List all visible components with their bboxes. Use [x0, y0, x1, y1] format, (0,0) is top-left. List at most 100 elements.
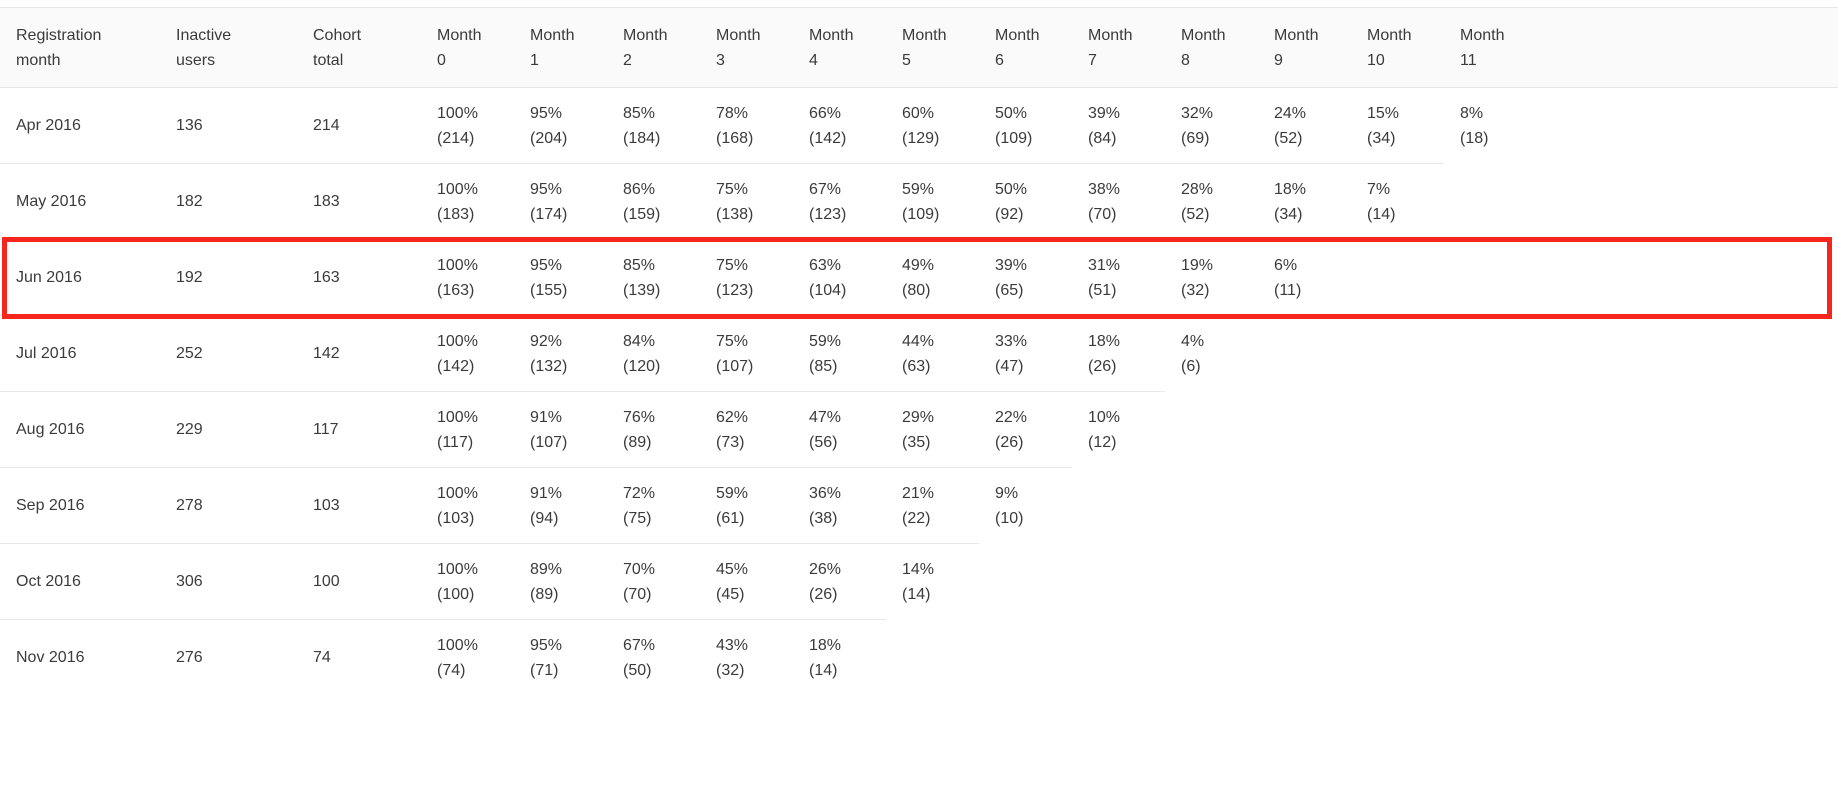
- retention-cell-empty: [1258, 619, 1351, 696]
- retention-cell: 66% (142): [793, 87, 886, 164]
- registration-month-cell: Jun 2016: [0, 239, 160, 316]
- column-header: Month 4: [793, 7, 886, 88]
- column-header-line1: Month: [530, 26, 575, 44]
- retention-cell-empty: [1072, 543, 1165, 620]
- column-header-line2: total: [313, 51, 344, 69]
- row-filler-cell: [1537, 391, 1838, 468]
- retention-count: (34): [1367, 129, 1396, 147]
- retention-cell-empty: [1351, 619, 1444, 696]
- retention-count: (89): [623, 433, 652, 451]
- retention-percent: 18%: [1274, 180, 1307, 198]
- retention-percent: 39%: [995, 256, 1028, 274]
- column-header-line1: Month: [623, 26, 668, 44]
- retention-percent: 70%: [623, 560, 656, 578]
- retention-cell-empty: [1165, 619, 1258, 696]
- retention-count: (6): [1181, 357, 1201, 375]
- retention-cell-empty: [1444, 239, 1537, 316]
- retention-cell: 95% (204): [514, 87, 607, 164]
- retention-percent: 91%: [530, 484, 563, 502]
- retention-cell: 95% (71): [514, 619, 607, 696]
- retention-count: (47): [995, 357, 1024, 375]
- retention-percent: 45%: [716, 560, 749, 578]
- column-header-line2: users: [176, 51, 216, 69]
- retention-count: (214): [437, 129, 475, 147]
- retention-cell: 15% (34): [1351, 87, 1444, 164]
- retention-cell: 60% (129): [886, 87, 979, 164]
- cohort-total-cell: 74: [297, 619, 421, 696]
- column-header: Month 11: [1444, 7, 1537, 88]
- retention-cell: 72% (75): [607, 467, 700, 544]
- retention-count: (32): [716, 661, 745, 679]
- retention-percent: 95%: [530, 104, 563, 122]
- retention-cell: 95% (155): [514, 239, 607, 316]
- registration-month-cell: Sep 2016: [0, 467, 160, 544]
- column-header: Month 0: [421, 7, 514, 88]
- column-header: Month 3: [700, 7, 793, 88]
- column-header-line1: Month: [902, 26, 947, 44]
- retention-percent: 100%: [437, 560, 478, 578]
- retention-cell: 59% (61): [700, 467, 793, 544]
- column-header: Month 10: [1351, 7, 1444, 88]
- retention-count: (45): [716, 585, 745, 603]
- table-header-row: Registration month Inactive users Cohort tota…: [0, 7, 1838, 88]
- retention-percent: 18%: [809, 636, 842, 654]
- column-header-line1: Month: [437, 26, 482, 44]
- retention-percent: 50%: [995, 180, 1028, 198]
- retention-percent: 47%: [809, 408, 842, 426]
- retention-count: (65): [995, 281, 1024, 299]
- column-header: Cohort total: [297, 7, 421, 88]
- retention-cell: 18% (34): [1258, 163, 1351, 240]
- retention-cell: 100% (214): [421, 87, 514, 164]
- retention-count: (18): [1460, 129, 1489, 147]
- retention-cell: 59% (109): [886, 163, 979, 240]
- retention-count: (73): [716, 433, 745, 451]
- retention-percent: 100%: [437, 104, 478, 122]
- cohort-total-cell: 142: [297, 315, 421, 392]
- retention-percent: 95%: [530, 180, 563, 198]
- retention-cell-empty: [1444, 467, 1537, 544]
- retention-percent: 78%: [716, 104, 749, 122]
- retention-cell-empty: [1165, 543, 1258, 620]
- retention-cell: 26% (26): [793, 543, 886, 620]
- retention-percent: 39%: [1088, 104, 1121, 122]
- retention-count: (69): [1181, 129, 1210, 147]
- inactive-users-cell: 252: [160, 315, 297, 392]
- retention-percent: 6%: [1274, 256, 1298, 274]
- retention-count: (80): [902, 281, 931, 299]
- retention-cell: 100% (183): [421, 163, 514, 240]
- column-header: Month 5: [886, 7, 979, 88]
- column-header-line2: 5: [902, 51, 911, 69]
- column-header-line2: 7: [1088, 51, 1097, 69]
- retention-count: (38): [809, 509, 838, 527]
- retention-cell-empty: [886, 619, 979, 696]
- retention-percent: 28%: [1181, 180, 1214, 198]
- retention-percent: 4%: [1181, 332, 1205, 350]
- retention-percent: 59%: [902, 180, 935, 198]
- column-header: Month 7: [1072, 7, 1165, 88]
- registration-month-cell: Apr 2016: [0, 87, 160, 164]
- inactive-users-cell: 278: [160, 467, 297, 544]
- retention-count: (14): [902, 585, 931, 603]
- retention-count: (84): [1088, 129, 1117, 147]
- retention-cell: 6% (11): [1258, 239, 1351, 316]
- retention-percent: 100%: [437, 180, 478, 198]
- retention-percent: 67%: [623, 636, 656, 654]
- cohort-total-cell: 117: [297, 391, 421, 468]
- retention-percent: 19%: [1181, 256, 1214, 274]
- row-filler-cell: [1537, 239, 1838, 316]
- retention-cell-empty: [1165, 467, 1258, 544]
- retention-cell-empty: [1072, 619, 1165, 696]
- retention-percent: 75%: [716, 332, 749, 350]
- column-header-line1: Cohort: [313, 26, 362, 44]
- retention-cell-empty: [1072, 467, 1165, 544]
- retention-percent: 36%: [809, 484, 842, 502]
- cohort-total-cell: 183: [297, 163, 421, 240]
- retention-count: (32): [1181, 281, 1210, 299]
- retention-percent: 32%: [1181, 104, 1214, 122]
- column-header-line2: 2: [623, 51, 632, 69]
- retention-cell-empty: [979, 619, 1072, 696]
- table-body: Apr 2016 136 214 100% (214) 95% (204) 85% (184) 7…: [0, 87, 1838, 696]
- retention-cell-empty: [1165, 391, 1258, 468]
- retention-percent: 100%: [437, 256, 478, 274]
